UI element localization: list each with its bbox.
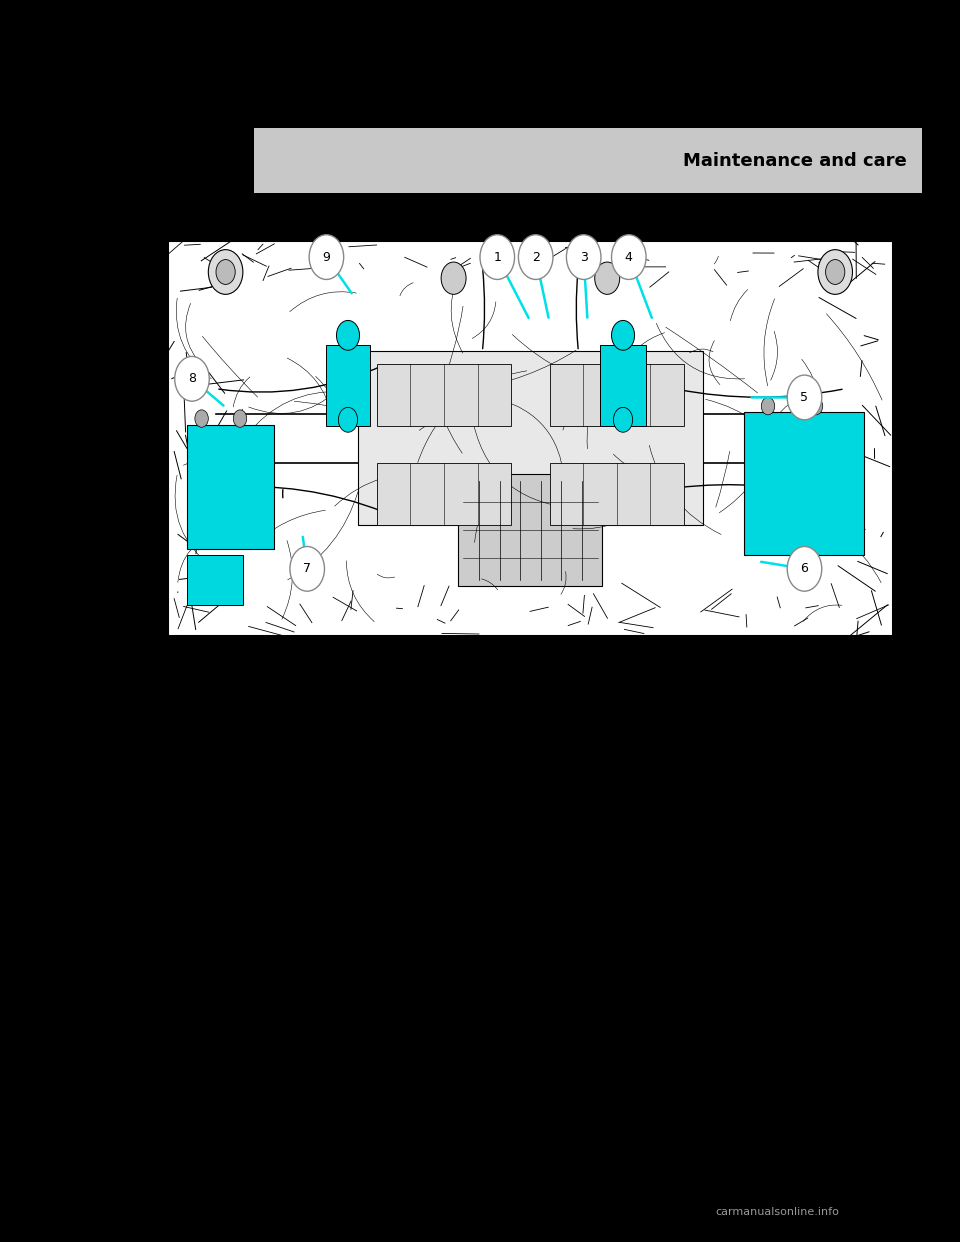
Text: 9: 9 <box>323 251 330 263</box>
Circle shape <box>612 235 646 279</box>
Bar <box>600 345 646 426</box>
Bar <box>549 463 684 525</box>
Bar <box>376 364 511 426</box>
Circle shape <box>233 410 247 427</box>
Circle shape <box>309 235 344 279</box>
Circle shape <box>441 262 467 294</box>
Circle shape <box>818 250 852 294</box>
Bar <box>326 345 370 426</box>
Bar <box>168 241 893 636</box>
Text: 4: 4 <box>625 251 633 263</box>
Bar <box>376 463 511 525</box>
Bar <box>187 555 243 605</box>
Circle shape <box>216 260 235 284</box>
Circle shape <box>761 397 775 415</box>
Circle shape <box>290 546 324 591</box>
Text: 2: 2 <box>532 251 540 263</box>
Circle shape <box>337 320 359 350</box>
Bar <box>459 474 603 586</box>
Circle shape <box>208 250 243 294</box>
Circle shape <box>826 260 845 284</box>
Bar <box>187 425 274 549</box>
Circle shape <box>594 262 620 294</box>
Text: 5: 5 <box>801 391 808 404</box>
Circle shape <box>480 235 515 279</box>
Circle shape <box>566 235 601 279</box>
Text: 8: 8 <box>188 373 196 385</box>
Text: carmanualsonline.info: carmanualsonline.info <box>715 1207 840 1217</box>
Circle shape <box>518 235 553 279</box>
Bar <box>357 351 703 525</box>
Circle shape <box>613 407 633 432</box>
Text: 7: 7 <box>303 563 311 575</box>
Text: Maintenance and care: Maintenance and care <box>684 153 907 170</box>
Circle shape <box>338 407 357 432</box>
Bar <box>549 364 684 426</box>
Circle shape <box>787 375 822 420</box>
Text: 6: 6 <box>801 563 808 575</box>
Circle shape <box>809 397 823 415</box>
Circle shape <box>612 320 635 350</box>
Bar <box>744 412 864 555</box>
Text: 1: 1 <box>493 251 501 263</box>
Circle shape <box>787 546 822 591</box>
Text: 3: 3 <box>580 251 588 263</box>
Circle shape <box>195 410 208 427</box>
Bar <box>254 128 922 193</box>
Circle shape <box>175 356 209 401</box>
